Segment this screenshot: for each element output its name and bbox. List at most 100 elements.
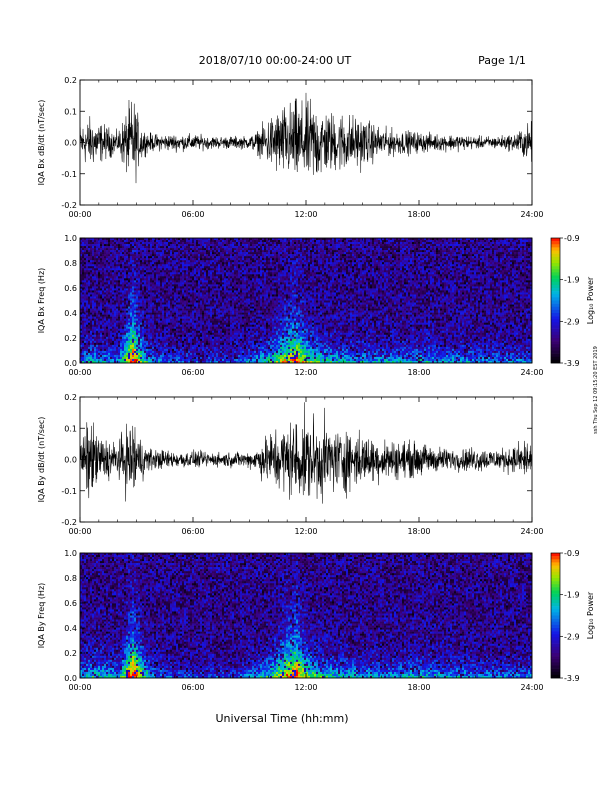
spectrogram-cell <box>100 272 102 274</box>
spectrogram-cell <box>176 301 178 303</box>
spectrogram-cell <box>160 282 162 284</box>
spectrogram-cell <box>226 333 228 335</box>
spectrogram-cell <box>112 339 114 341</box>
spectrogram-cell <box>230 264 232 266</box>
spectrogram-cell <box>104 351 106 353</box>
spectrogram-cell <box>94 240 96 242</box>
spectrogram-cell <box>104 309 106 311</box>
spectrogram-cell <box>92 335 94 337</box>
spectrogram-cell <box>222 307 224 309</box>
spectrogram-cell <box>198 335 200 337</box>
spectrogram-cell <box>226 301 228 303</box>
spectrogram-cell <box>92 272 94 274</box>
spectrogram-cell <box>162 260 164 262</box>
spectrogram-cell <box>188 298 190 300</box>
spectrogram-cell <box>232 319 234 321</box>
spectrogram-cell <box>204 359 206 361</box>
spectrogram-cell <box>128 298 130 300</box>
spectrogram-cell <box>208 266 210 268</box>
spectrogram-cell <box>88 260 90 262</box>
spectrogram-cell <box>178 335 180 337</box>
spectrogram-cell <box>200 240 202 242</box>
spectrogram-cell <box>110 329 112 331</box>
spectrogram-cell <box>154 341 156 343</box>
spectrogram-cell <box>88 339 90 341</box>
spectrogram-cell <box>172 280 174 282</box>
spectrogram-cell <box>90 278 92 280</box>
spectrogram-cell <box>186 298 188 300</box>
spectrogram-cell <box>202 262 204 264</box>
spectrogram-cell <box>210 339 212 341</box>
spectrogram-cell <box>206 349 208 351</box>
spectrogram-cell <box>214 278 216 280</box>
spectrogram-cell <box>164 317 166 319</box>
spectrogram-cell <box>194 254 196 256</box>
spectrogram-cell <box>224 260 226 262</box>
spectrogram-cell <box>150 276 152 278</box>
spectrogram-cell <box>166 294 168 296</box>
spectrogram-cell <box>206 309 208 311</box>
spectrogram-cell <box>122 359 124 361</box>
spectrogram-cell <box>156 278 158 280</box>
spectrogram-cell <box>142 339 144 341</box>
spectrogram-cell <box>204 254 206 256</box>
spectrogram-cell <box>214 325 216 327</box>
spectrogram-cell <box>170 359 172 361</box>
spectrogram-cell <box>160 319 162 321</box>
spectrogram-cell <box>236 345 238 347</box>
spectrogram-cell <box>110 270 112 272</box>
spectrogram-cell <box>92 280 94 282</box>
spectrogram-cell <box>210 264 212 266</box>
spectrogram-cell <box>142 345 144 347</box>
spectrogram-cell <box>214 254 216 256</box>
spectrogram-cell <box>210 280 212 282</box>
spectrogram-cell <box>92 240 94 242</box>
spectrogram-cell <box>194 311 196 313</box>
spectrogram-cell <box>94 313 96 315</box>
spectrogram-cell <box>86 327 88 329</box>
spectrogram-cell <box>184 240 186 242</box>
spectrogram-cell <box>132 272 134 274</box>
spectrogram-cell <box>178 337 180 339</box>
spectrogram-cell <box>166 266 168 268</box>
spectrogram-cell <box>116 264 118 266</box>
spectrogram-cell <box>130 309 132 311</box>
spectrogram-cell <box>208 321 210 323</box>
spectrogram-cell <box>150 335 152 337</box>
spectrogram-cell <box>220 307 222 309</box>
spectrogram-cell <box>134 309 136 311</box>
spectrogram-cell <box>186 290 188 292</box>
spectrogram-cell <box>182 315 184 317</box>
spectrogram-cell <box>220 351 222 353</box>
spectrogram-cell <box>160 355 162 357</box>
spectrogram-cell <box>202 345 204 347</box>
spectrogram-cell <box>232 280 234 282</box>
spectrogram-cell <box>124 339 126 341</box>
spectrogram-cell <box>132 280 134 282</box>
spectrogram-cell <box>170 298 172 300</box>
spectrogram-cell <box>196 329 198 331</box>
spectrogram-cell <box>218 278 220 280</box>
spectrogram-cell <box>98 311 100 313</box>
spectrogram-cell <box>118 296 120 298</box>
spectrogram-cell <box>160 242 162 244</box>
spectrogram-cell <box>178 264 180 266</box>
spectrogram-cell <box>90 315 92 317</box>
spectrogram-cell <box>206 282 208 284</box>
spectrogram-cell <box>130 305 132 307</box>
spectrogram-cell <box>130 272 132 274</box>
spectrogram-cell <box>210 262 212 264</box>
spectrogram-cell <box>94 266 96 268</box>
spectrogram-cell <box>90 252 92 254</box>
spectrogram-cell <box>142 329 144 331</box>
spectrogram-cell <box>148 323 150 325</box>
spectrogram-cell <box>136 296 138 298</box>
spectrogram-cell <box>96 331 98 333</box>
spectrogram-cell <box>132 313 134 315</box>
spectrogram-cell <box>236 288 238 290</box>
spectrogram-cell <box>170 303 172 305</box>
spectrogram-cell <box>200 280 202 282</box>
spectrogram-cell <box>202 252 204 254</box>
spectrogram-cell <box>122 266 124 268</box>
spectrogram-cell <box>82 298 84 300</box>
